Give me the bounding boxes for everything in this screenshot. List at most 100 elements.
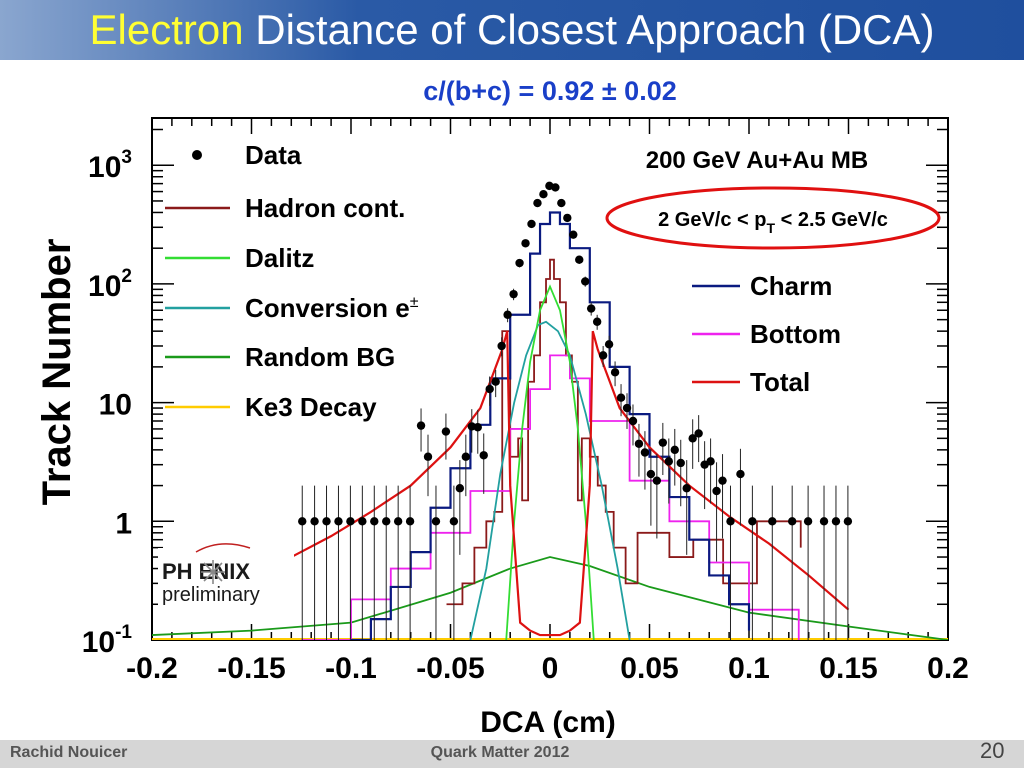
slide-title: Electron Distance of Closest Approach (D… bbox=[0, 6, 1024, 54]
data-point bbox=[533, 198, 542, 208]
data-point bbox=[461, 452, 471, 461]
curve-random-bg bbox=[152, 556, 948, 640]
y-tick-label: 103 bbox=[88, 147, 132, 184]
x-tick-label: -0.15 bbox=[217, 652, 285, 685]
data-point bbox=[405, 517, 415, 526]
pt-range-label: 2 GeV/c < pT < 2.5 GeV/c bbox=[658, 209, 888, 236]
curve-total bbox=[251, 330, 850, 637]
legend-marker-data bbox=[192, 150, 202, 160]
x-tick-label: 0.1 bbox=[728, 652, 770, 685]
data-point bbox=[592, 317, 602, 326]
data-point bbox=[346, 517, 355, 526]
data-point bbox=[664, 457, 674, 466]
data-point bbox=[718, 476, 727, 485]
data-point bbox=[370, 517, 379, 526]
legend-label-conversion: Conversion e± bbox=[245, 293, 419, 323]
data-point bbox=[748, 517, 757, 526]
data-point bbox=[575, 255, 584, 264]
phenix-star-icon bbox=[201, 560, 225, 584]
data-point bbox=[712, 486, 721, 496]
footer-author: Rachid Nouicer bbox=[10, 744, 128, 761]
legend-label-ke3: Ke3 Decay bbox=[245, 392, 377, 422]
x-tick-label: 0.05 bbox=[620, 652, 678, 685]
data-point bbox=[473, 423, 482, 432]
ratio-result: c/(b+c) = 0.92 ± 0.02 bbox=[423, 76, 677, 106]
curve-conversion bbox=[469, 320, 631, 640]
data-point bbox=[803, 517, 813, 526]
data-point bbox=[485, 384, 494, 394]
data-point bbox=[610, 368, 620, 377]
legend-label-dalitz: Dalitz bbox=[245, 243, 314, 273]
data-point bbox=[497, 341, 506, 351]
data-point bbox=[479, 451, 488, 460]
curve-charm bbox=[351, 211, 751, 640]
y-tick-label: 1 bbox=[115, 507, 132, 540]
legend-label-bottom: Bottom bbox=[750, 319, 841, 349]
data-point bbox=[491, 377, 500, 386]
data-point bbox=[310, 517, 319, 526]
data-point bbox=[604, 340, 614, 349]
data-point bbox=[736, 469, 745, 479]
x-tick-label: 0 bbox=[542, 652, 559, 685]
data-point bbox=[646, 469, 656, 479]
data-point bbox=[787, 517, 797, 526]
data-point bbox=[557, 198, 566, 208]
data-point bbox=[358, 517, 367, 526]
data-point bbox=[322, 517, 331, 526]
x-tick-label: 0.15 bbox=[819, 652, 877, 685]
data-point bbox=[688, 434, 697, 443]
data-point bbox=[431, 517, 441, 526]
legend-label-hadron: Hadron cont. bbox=[245, 193, 405, 223]
data-point bbox=[831, 517, 841, 526]
data-point bbox=[382, 517, 391, 526]
data-point bbox=[726, 517, 735, 526]
pt-highlight-ellipse bbox=[605, 186, 941, 250]
data-point bbox=[843, 517, 853, 526]
x-tick-label: -0.05 bbox=[416, 652, 484, 685]
data-point bbox=[652, 476, 662, 485]
data-point bbox=[628, 416, 638, 426]
data-point bbox=[676, 458, 685, 468]
dca-chart: -0.2 -0.15 -0.1 -0.05 0 0.05 0.1 0.15 0.2 10 1 103… bbox=[35, 117, 969, 739]
data-point bbox=[563, 213, 572, 223]
data-point bbox=[334, 517, 343, 526]
data-point bbox=[670, 445, 679, 455]
curve-hadron bbox=[446, 258, 802, 606]
data-point bbox=[694, 429, 703, 438]
data-point bbox=[586, 304, 596, 313]
data-point bbox=[509, 289, 518, 299]
x-tick-label: -0.2 bbox=[126, 652, 178, 685]
footer-bar bbox=[0, 740, 1024, 768]
data-point bbox=[515, 258, 524, 268]
data-point bbox=[768, 517, 777, 526]
data-point bbox=[706, 457, 715, 466]
data-point bbox=[539, 190, 548, 199]
title-rest: Distance of Closest Approach (DCA) bbox=[255, 6, 935, 53]
data-point bbox=[622, 403, 632, 413]
curve-bottom bbox=[301, 354, 800, 640]
footer-conference: Quark Matter 2012 bbox=[430, 744, 570, 761]
legend-label-random-bg: Random BG bbox=[245, 342, 395, 372]
data-point bbox=[521, 239, 530, 248]
y-tick-label: 10 bbox=[99, 389, 132, 422]
data-point bbox=[819, 517, 829, 526]
y-tick-label: 10-1 bbox=[82, 622, 133, 659]
data-point bbox=[298, 517, 307, 526]
legend-label-charm: Charm bbox=[750, 271, 832, 301]
x-tick-label: 0.2 bbox=[927, 652, 969, 685]
x-tick-label: -0.1 bbox=[325, 652, 377, 685]
legend-label-total: Total bbox=[750, 367, 810, 397]
system-label: 200 GeV Au+Au MB bbox=[646, 147, 869, 174]
data-point bbox=[503, 310, 512, 319]
slide-number: 20 bbox=[980, 738, 1005, 763]
title-banner bbox=[0, 0, 1024, 60]
legend-label-data: Data bbox=[245, 140, 302, 170]
curve-dalitz bbox=[505, 284, 595, 640]
data-point bbox=[581, 277, 590, 286]
data-point bbox=[393, 517, 403, 526]
data-point bbox=[527, 219, 536, 229]
phenix-logo: PH ENIX preliminary bbox=[158, 543, 294, 606]
y-tick-label: 102 bbox=[88, 266, 132, 303]
data-point bbox=[616, 393, 626, 402]
data-point bbox=[551, 183, 560, 192]
